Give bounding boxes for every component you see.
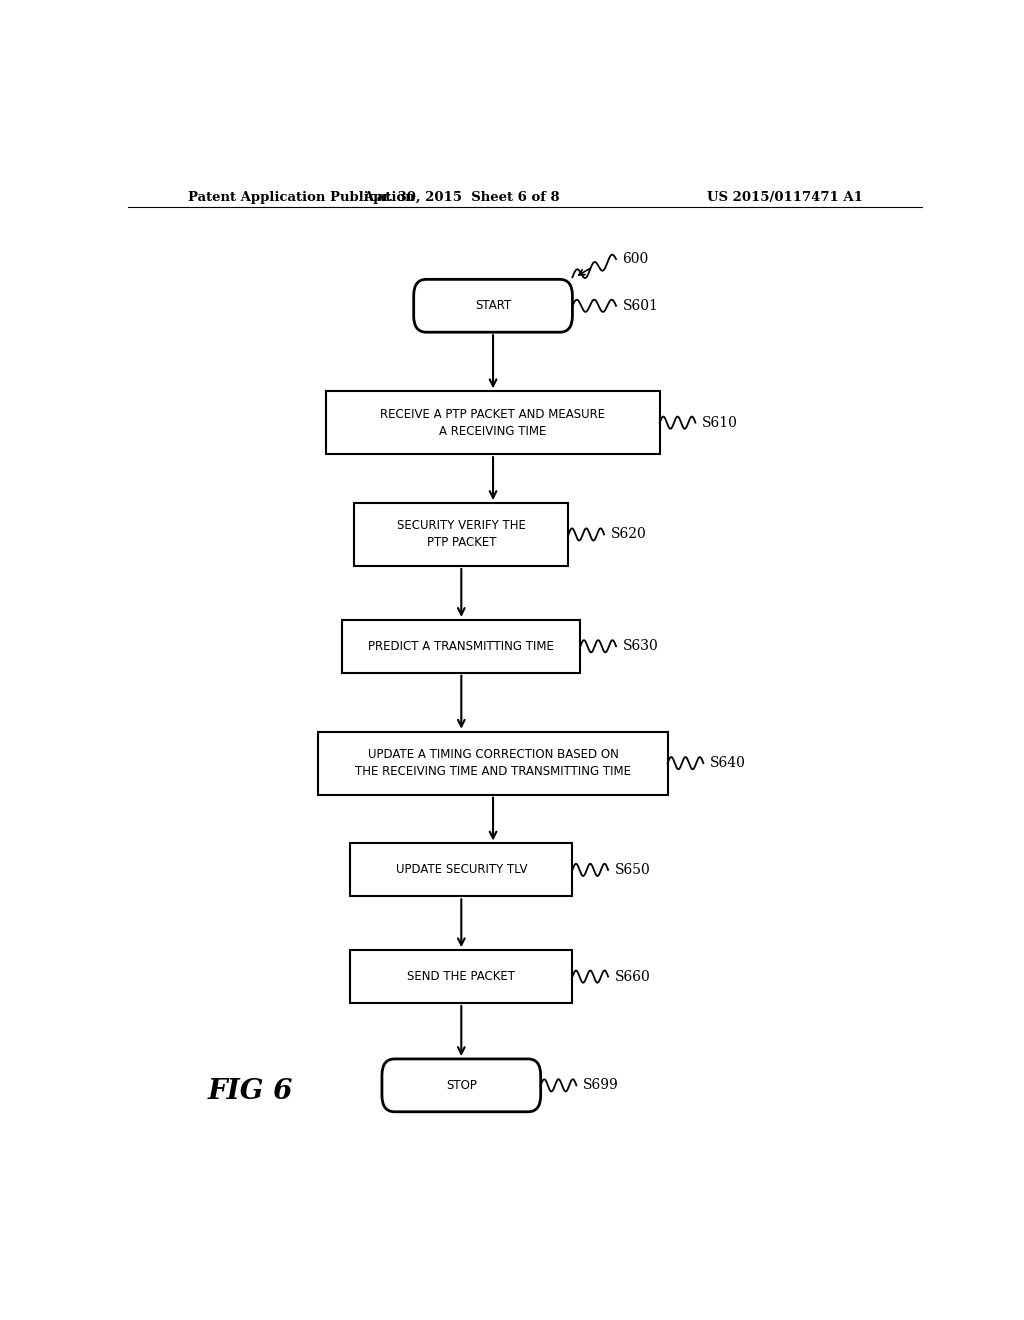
Text: S660: S660 <box>614 970 650 983</box>
Text: S620: S620 <box>610 528 646 541</box>
Bar <box>327 391 659 454</box>
Text: S650: S650 <box>614 863 650 876</box>
Text: SECURITY VERIFY THE
PTP PACKET: SECURITY VERIFY THE PTP PACKET <box>397 520 525 549</box>
Text: Apr. 30, 2015  Sheet 6 of 8: Apr. 30, 2015 Sheet 6 of 8 <box>362 190 560 203</box>
Text: UPDATE A TIMING CORRECTION BASED ON
THE RECEIVING TIME AND TRANSMITTING TIME: UPDATE A TIMING CORRECTION BASED ON THE … <box>355 748 631 779</box>
Text: S610: S610 <box>701 416 737 430</box>
Text: UPDATE SECURITY TLV: UPDATE SECURITY TLV <box>395 863 527 876</box>
Text: START: START <box>475 300 511 313</box>
Text: STOP: STOP <box>445 1078 477 1092</box>
Text: PREDICT A TRANSMITTING TIME: PREDICT A TRANSMITTING TIME <box>369 640 554 653</box>
Text: S699: S699 <box>583 1078 618 1093</box>
FancyBboxPatch shape <box>414 280 572 333</box>
Text: FIG 6: FIG 6 <box>207 1078 293 1105</box>
Bar <box>354 503 568 566</box>
Bar <box>318 731 668 795</box>
Text: SEND THE PACKET: SEND THE PACKET <box>408 970 515 983</box>
Text: S601: S601 <box>623 298 658 313</box>
Text: RECEIVE A PTP PACKET AND MEASURE
A RECEIVING TIME: RECEIVE A PTP PACKET AND MEASURE A RECEI… <box>381 408 605 438</box>
Text: US 2015/0117471 A1: US 2015/0117471 A1 <box>708 190 863 203</box>
Bar <box>342 620 581 673</box>
Text: 600: 600 <box>623 252 648 267</box>
Bar <box>350 843 572 896</box>
Text: Patent Application Publication: Patent Application Publication <box>187 190 415 203</box>
Bar <box>350 950 572 1003</box>
Text: S640: S640 <box>710 756 745 770</box>
Text: S630: S630 <box>623 639 658 653</box>
FancyBboxPatch shape <box>382 1059 541 1111</box>
